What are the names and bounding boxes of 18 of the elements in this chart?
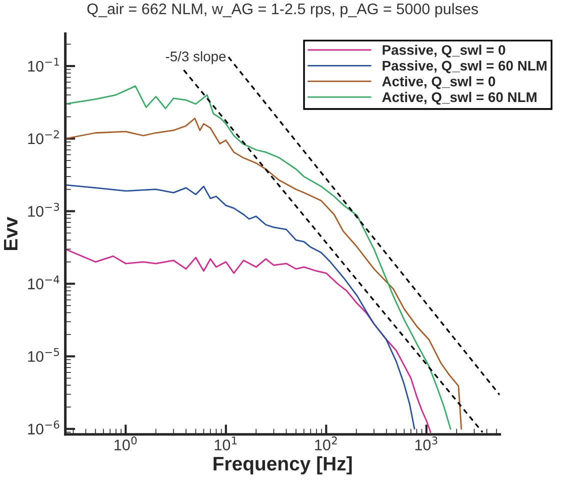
y-tick-label: 10$^{−3}$ — [28, 202, 60, 217]
y-axis-title: Evv — [4, 216, 18, 250]
legend-label: Passive, Q_swl = 60 NLM — [382, 60, 546, 74]
x-tick-label: 10$^{0}$ — [114, 436, 137, 450]
y-tick-label: 10$^{−6}$ — [28, 420, 60, 434]
annotation: -5/3 slope — [166, 51, 226, 64]
y-tick-label: 10$^{−5}$ — [28, 348, 59, 362]
x-axis-title: Frequency [Hz] — [214, 456, 352, 474]
y-tick-label: 10$^{−4}$ — [28, 276, 60, 290]
legend-label: Active, Q_swl = 60 NLM — [382, 92, 536, 105]
x-tick-label: 10$^{2}$ — [315, 436, 337, 450]
y-tick-label: 10$^{−1}$ — [28, 58, 59, 72]
legend-label: Active, Q_swl = 0 — [382, 76, 496, 89]
legend-label: Passive, Q_swl = 0 — [382, 44, 506, 58]
chart-title: Q_air = 662 NLM, w_AG = 1-2.5 rps, p_AG = 5000 pulses — [87, 3, 478, 18]
y-tick-label: 10$^{−2}$ — [28, 130, 59, 144]
x-tick-label: 10$^{3}$ — [415, 436, 438, 450]
x-tick-label: 10$^{1}$ — [214, 436, 237, 450]
